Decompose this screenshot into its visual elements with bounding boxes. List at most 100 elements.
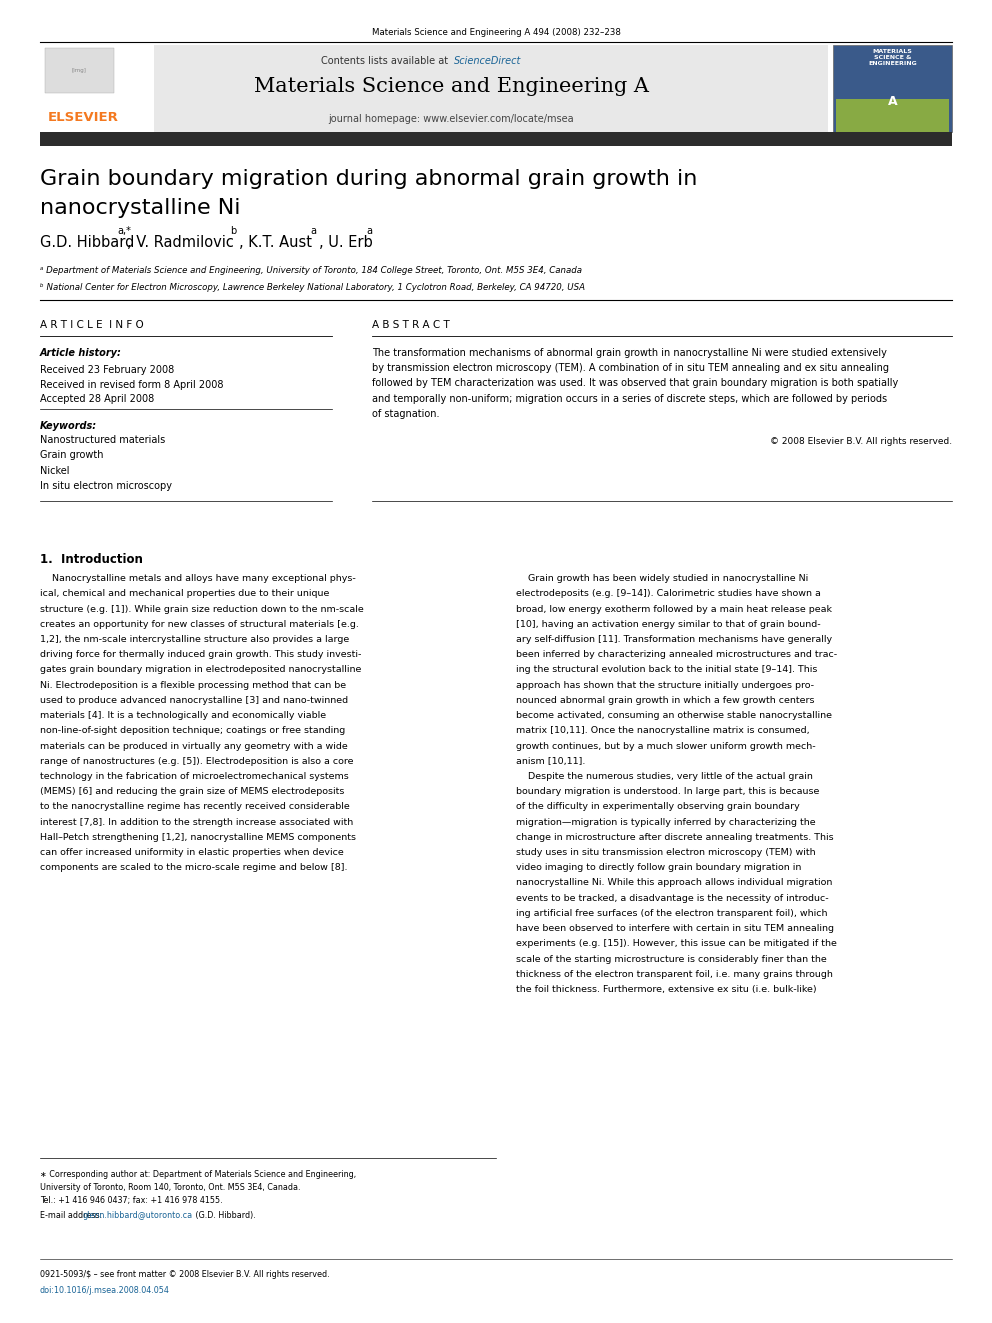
Text: Tel.: +1 416 946 0437; fax: +1 416 978 4155.: Tel.: +1 416 946 0437; fax: +1 416 978 4… <box>40 1196 222 1205</box>
Text: In situ electron microscopy: In situ electron microscopy <box>40 480 172 491</box>
Text: 0921-5093/$ – see front matter © 2008 Elsevier B.V. All rights reserved.: 0921-5093/$ – see front matter © 2008 El… <box>40 1270 329 1279</box>
Text: by transmission electron microscopy (TEM). A combination of in situ TEM annealin: by transmission electron microscopy (TEM… <box>372 363 889 373</box>
Text: , V. Radmilovic: , V. Radmilovic <box>127 235 234 250</box>
Text: Hall–Petch strengthening [1,2], nanocrystalline MEMS components: Hall–Petch strengthening [1,2], nanocrys… <box>40 833 356 841</box>
FancyBboxPatch shape <box>45 48 114 93</box>
Text: ScienceDirect: ScienceDirect <box>454 56 522 66</box>
FancyBboxPatch shape <box>40 132 952 146</box>
Text: change in microstructure after discrete annealing treatments. This: change in microstructure after discrete … <box>516 833 833 841</box>
Text: ing artificial free surfaces (of the electron transparent foil), which: ing artificial free surfaces (of the ele… <box>516 909 827 918</box>
Text: matrix [10,11]. Once the nanocrystalline matrix is consumed,: matrix [10,11]. Once the nanocrystalline… <box>516 726 809 736</box>
Text: the foil thickness. Furthermore, extensive ex situ (i.e. bulk-like): the foil thickness. Furthermore, extensi… <box>516 984 816 994</box>
Text: (G.D. Hibbard).: (G.D. Hibbard). <box>193 1211 256 1220</box>
Text: Contents lists available at: Contents lists available at <box>321 56 451 66</box>
Text: Nanocrystalline metals and alloys have many exceptional phys-: Nanocrystalline metals and alloys have m… <box>40 574 355 583</box>
Text: used to produce advanced nanocrystalline [3] and nano-twinned: used to produce advanced nanocrystalline… <box>40 696 348 705</box>
Text: a,*: a,* <box>117 226 131 237</box>
Text: ∗ Corresponding author at: Department of Materials Science and Engineering,: ∗ Corresponding author at: Department of… <box>40 1170 356 1179</box>
Text: have been observed to interfere with certain in situ TEM annealing: have been observed to interfere with cer… <box>516 923 834 933</box>
Text: ing the structural evolution back to the initial state [9–14]. This: ing the structural evolution back to the… <box>516 665 817 675</box>
Text: Grain boundary migration during abnormal grain growth in: Grain boundary migration during abnormal… <box>40 169 697 189</box>
Text: [10], having an activation energy similar to that of grain bound-: [10], having an activation energy simila… <box>516 619 820 628</box>
Text: of stagnation.: of stagnation. <box>372 409 439 419</box>
Text: ical, chemical and mechanical properties due to their unique: ical, chemical and mechanical properties… <box>40 590 329 598</box>
Text: 1,2], the nm-scale intercrystalline structure also provides a large: 1,2], the nm-scale intercrystalline stru… <box>40 635 349 644</box>
Text: gates grain boundary migration in electrodeposited nanocrystalline: gates grain boundary migration in electr… <box>40 665 361 675</box>
Text: journal homepage: www.elsevier.com/locate/msea: journal homepage: www.elsevier.com/locat… <box>328 114 574 124</box>
Text: non-line-of-sight deposition technique; coatings or free standing: non-line-of-sight deposition technique; … <box>40 726 345 736</box>
FancyBboxPatch shape <box>833 45 952 132</box>
Text: Ni. Electrodeposition is a flexible processing method that can be: Ni. Electrodeposition is a flexible proc… <box>40 680 346 689</box>
Text: Grain growth: Grain growth <box>40 450 103 460</box>
Text: events to be tracked, a disadvantage is the necessity of introduc-: events to be tracked, a disadvantage is … <box>516 894 828 902</box>
Text: study uses in situ transmission electron microscopy (TEM) with: study uses in situ transmission electron… <box>516 848 815 857</box>
Text: Materials Science and Engineering A: Materials Science and Engineering A <box>254 77 649 95</box>
Text: The transformation mechanisms of abnormal grain growth in nanocrystalline Ni wer: The transformation mechanisms of abnorma… <box>372 348 887 359</box>
Text: glenn.hibbard@utoronto.ca: glenn.hibbard@utoronto.ca <box>82 1211 192 1220</box>
FancyBboxPatch shape <box>40 45 154 132</box>
Text: technology in the fabrication of microelectromechanical systems: technology in the fabrication of microel… <box>40 771 348 781</box>
Text: boundary migration is understood. In large part, this is because: boundary migration is understood. In lar… <box>516 787 819 796</box>
Text: doi:10.1016/j.msea.2008.04.054: doi:10.1016/j.msea.2008.04.054 <box>40 1286 170 1295</box>
Text: b: b <box>230 226 236 237</box>
Text: and temporally non-uniform; migration occurs in a series of discrete steps, whic: and temporally non-uniform; migration oc… <box>372 393 887 404</box>
Text: ᵇ National Center for Electron Microscopy, Lawrence Berkeley National Laboratory: ᵇ National Center for Electron Microscop… <box>40 283 584 292</box>
Text: interest [7,8]. In addition to the strength increase associated with: interest [7,8]. In addition to the stren… <box>40 818 353 827</box>
Text: Keywords:: Keywords: <box>40 421 97 431</box>
Text: [img]: [img] <box>72 67 86 73</box>
Text: creates an opportunity for new classes of structural materials [e.g.: creates an opportunity for new classes o… <box>40 619 358 628</box>
Text: experiments (e.g. [15]). However, this issue can be mitigated if the: experiments (e.g. [15]). However, this i… <box>516 939 836 949</box>
Text: , U. Erb: , U. Erb <box>319 235 373 250</box>
Text: been inferred by characterizing annealed microstructures and trac-: been inferred by characterizing annealed… <box>516 650 837 659</box>
Text: ᵃ Department of Materials Science and Engineering, University of Toronto, 184 Co: ᵃ Department of Materials Science and En… <box>40 266 581 275</box>
Text: driving force for thermally induced grain growth. This study investi-: driving force for thermally induced grai… <box>40 650 361 659</box>
Text: A B S T R A C T: A B S T R A C T <box>372 320 449 331</box>
Text: migration—migration is typically inferred by characterizing the: migration—migration is typically inferre… <box>516 818 815 827</box>
Text: broad, low energy exotherm followed by a main heat release peak: broad, low energy exotherm followed by a… <box>516 605 832 614</box>
Text: ary self-diffusion [11]. Transformation mechanisms have generally: ary self-diffusion [11]. Transformation … <box>516 635 832 644</box>
Text: Accepted 28 April 2008: Accepted 28 April 2008 <box>40 394 154 405</box>
FancyBboxPatch shape <box>836 99 949 132</box>
Text: followed by TEM characterization was used. It was observed that grain boundary m: followed by TEM characterization was use… <box>372 378 898 389</box>
Text: A R T I C L E  I N F O: A R T I C L E I N F O <box>40 320 144 331</box>
Text: growth continues, but by a much slower uniform growth mech-: growth continues, but by a much slower u… <box>516 741 815 750</box>
Text: range of nanostructures (e.g. [5]). Electrodeposition is also a core: range of nanostructures (e.g. [5]). Elec… <box>40 757 353 766</box>
Text: E-mail address:: E-mail address: <box>40 1211 104 1220</box>
FancyBboxPatch shape <box>40 45 828 132</box>
Text: Received in revised form 8 April 2008: Received in revised form 8 April 2008 <box>40 380 223 390</box>
Text: a: a <box>366 226 372 237</box>
Text: video imaging to directly follow grain boundary migration in: video imaging to directly follow grain b… <box>516 863 802 872</box>
Text: nounced abnormal grain growth in which a few growth centers: nounced abnormal grain growth in which a… <box>516 696 814 705</box>
Text: University of Toronto, Room 140, Toronto, Ont. M5S 3E4, Canada.: University of Toronto, Room 140, Toronto… <box>40 1183 301 1192</box>
Text: of the difficulty in experimentally observing grain boundary: of the difficulty in experimentally obse… <box>516 802 800 811</box>
Text: A: A <box>888 95 898 108</box>
Text: ELSEVIER: ELSEVIER <box>48 111 118 124</box>
Text: Nickel: Nickel <box>40 466 69 476</box>
Text: components are scaled to the micro-scale regime and below [8].: components are scaled to the micro-scale… <box>40 863 347 872</box>
Text: 1.  Introduction: 1. Introduction <box>40 553 143 566</box>
Text: thickness of the electron transparent foil, i.e. many grains through: thickness of the electron transparent fo… <box>516 970 832 979</box>
Text: Despite the numerous studies, very little of the actual grain: Despite the numerous studies, very littl… <box>516 771 812 781</box>
Text: Article history:: Article history: <box>40 348 122 359</box>
Text: materials can be produced in virtually any geometry with a wide: materials can be produced in virtually a… <box>40 741 347 750</box>
Text: nanocrystalline Ni: nanocrystalline Ni <box>40 198 240 218</box>
Text: Received 23 February 2008: Received 23 February 2008 <box>40 365 174 376</box>
Text: approach has shown that the structure initially undergoes pro-: approach has shown that the structure in… <box>516 680 813 689</box>
Text: (MEMS) [6] and reducing the grain size of MEMS electrodeposits: (MEMS) [6] and reducing the grain size o… <box>40 787 344 796</box>
Text: Nanostructured materials: Nanostructured materials <box>40 435 165 446</box>
Text: Materials Science and Engineering A 494 (2008) 232–238: Materials Science and Engineering A 494 … <box>372 28 620 37</box>
Text: a: a <box>310 226 316 237</box>
Text: , K.T. Aust: , K.T. Aust <box>239 235 312 250</box>
Text: to the nanocrystalline regime has recently received considerable: to the nanocrystalline regime has recent… <box>40 802 349 811</box>
Text: G.D. Hibbard: G.D. Hibbard <box>40 235 134 250</box>
Text: electrodeposits (e.g. [9–14]). Calorimetric studies have shown a: electrodeposits (e.g. [9–14]). Calorimet… <box>516 590 820 598</box>
Text: materials [4]. It is a technologically and economically viable: materials [4]. It is a technologically a… <box>40 710 325 720</box>
Text: nanocrystalline Ni. While this approach allows individual migration: nanocrystalline Ni. While this approach … <box>516 878 832 888</box>
Text: © 2008 Elsevier B.V. All rights reserved.: © 2008 Elsevier B.V. All rights reserved… <box>770 437 952 446</box>
Text: Grain growth has been widely studied in nanocrystalline Ni: Grain growth has been widely studied in … <box>516 574 808 583</box>
Text: can offer increased uniformity in elastic properties when device: can offer increased uniformity in elasti… <box>40 848 343 857</box>
Text: become activated, consuming an otherwise stable nanocrystalline: become activated, consuming an otherwise… <box>516 710 832 720</box>
Text: MATERIALS
SCIENCE &
ENGINEERING: MATERIALS SCIENCE & ENGINEERING <box>868 49 918 66</box>
Text: anism [10,11].: anism [10,11]. <box>516 757 585 766</box>
Text: structure (e.g. [1]). While grain size reduction down to the nm-scale: structure (e.g. [1]). While grain size r… <box>40 605 363 614</box>
